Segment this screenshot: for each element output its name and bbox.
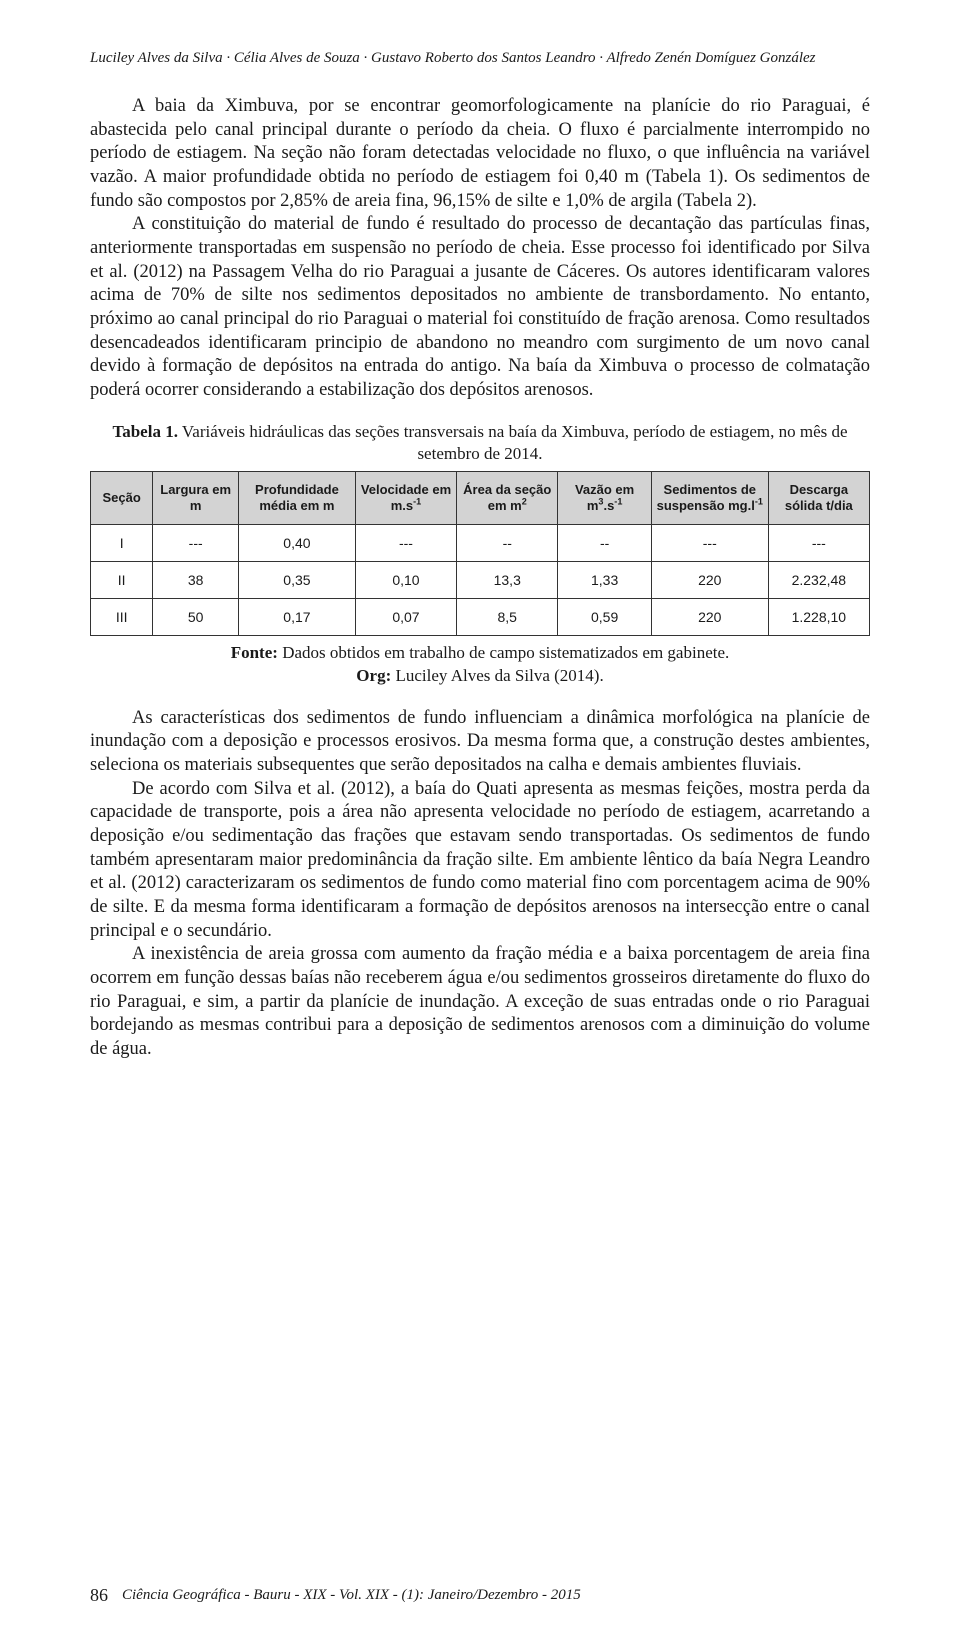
table-col-header: Vazão em m3.s-1 (558, 471, 651, 525)
table-cell: II (91, 562, 153, 599)
table-cell: 2.232,48 (768, 562, 869, 599)
table-cell: 50 (153, 599, 239, 636)
paragraph-5: A inexistência de areia grossa com aumen… (90, 943, 870, 1061)
table-cell: -- (558, 525, 651, 562)
table-cell: 8,5 (457, 599, 558, 636)
table-cell: 13,3 (457, 562, 558, 599)
table-cell: 0,17 (239, 599, 356, 636)
table-cell: 1,33 (558, 562, 651, 599)
table-source-label-2: Org: (356, 666, 391, 685)
table-header-row: SeçãoLargura em mProfundidade média em m… (91, 471, 870, 525)
table-cell: --- (768, 525, 869, 562)
table-cell: 0,35 (239, 562, 356, 599)
page-footer: 86 Ciência Geográfica - Bauru - XIX - Vo… (90, 1585, 870, 1606)
table-cell: 0,40 (239, 525, 356, 562)
table-cell: 0,59 (558, 599, 651, 636)
table-caption-text: Variáveis hidráulicas das seções transve… (178, 422, 848, 463)
table-cell: --- (651, 525, 768, 562)
table-cell: 38 (153, 562, 239, 599)
table-row: III500,170,078,50,592201.228,10 (91, 599, 870, 636)
paragraph-4: De acordo com Silva et al. (2012), a baí… (90, 778, 870, 944)
table-caption-label: Tabela 1. (112, 422, 178, 441)
table-row: II380,350,1013,31,332202.232,48 (91, 562, 870, 599)
table-col-header: Velocidade em m.s-1 (355, 471, 456, 525)
table-col-header: Sedimentos de suspensão mg.l-1 (651, 471, 768, 525)
running-head: Luciley Alves da Silva · Célia Alves de … (90, 50, 870, 67)
table-col-header: Descarga sólida t/dia (768, 471, 869, 525)
table-col-header: Largura em m (153, 471, 239, 525)
table-cell: --- (153, 525, 239, 562)
table-row: I---0,40------------- (91, 525, 870, 562)
page-number: 86 (90, 1585, 108, 1606)
table-cell: 0,07 (355, 599, 456, 636)
table-caption: Tabela 1. Variáveis hidráulicas das seçõ… (90, 421, 870, 465)
table-cell: --- (355, 525, 456, 562)
table-cell: I (91, 525, 153, 562)
table-col-header: Área da seção em m2 (457, 471, 558, 525)
paragraph-3: As características dos sedimentos de fun… (90, 707, 870, 778)
paragraph-2: A constituição do material de fundo é re… (90, 213, 870, 402)
table-cell: III (91, 599, 153, 636)
table-source-text-2: Luciley Alves da Silva (2014). (391, 666, 603, 685)
table-col-header: Profundidade média em m (239, 471, 356, 525)
table-cell: 1.228,10 (768, 599, 869, 636)
table-col-header: Seção (91, 471, 153, 525)
publication-line: Ciência Geográfica - Bauru - XIX - Vol. … (122, 1587, 581, 1604)
table-cell: 220 (651, 599, 768, 636)
table-1: SeçãoLargura em mProfundidade média em m… (90, 471, 870, 637)
table-source-text-1: Dados obtidos em trabalho de campo siste… (278, 643, 729, 662)
paragraph-1: A baia da Ximbuva, por se encontrar geom… (90, 95, 870, 213)
table-cell: 220 (651, 562, 768, 599)
table-source: Fonte: Dados obtidos em trabalho de camp… (90, 642, 870, 686)
table-cell: 0,10 (355, 562, 456, 599)
table-source-label-1: Fonte: (231, 643, 278, 662)
table-cell: -- (457, 525, 558, 562)
